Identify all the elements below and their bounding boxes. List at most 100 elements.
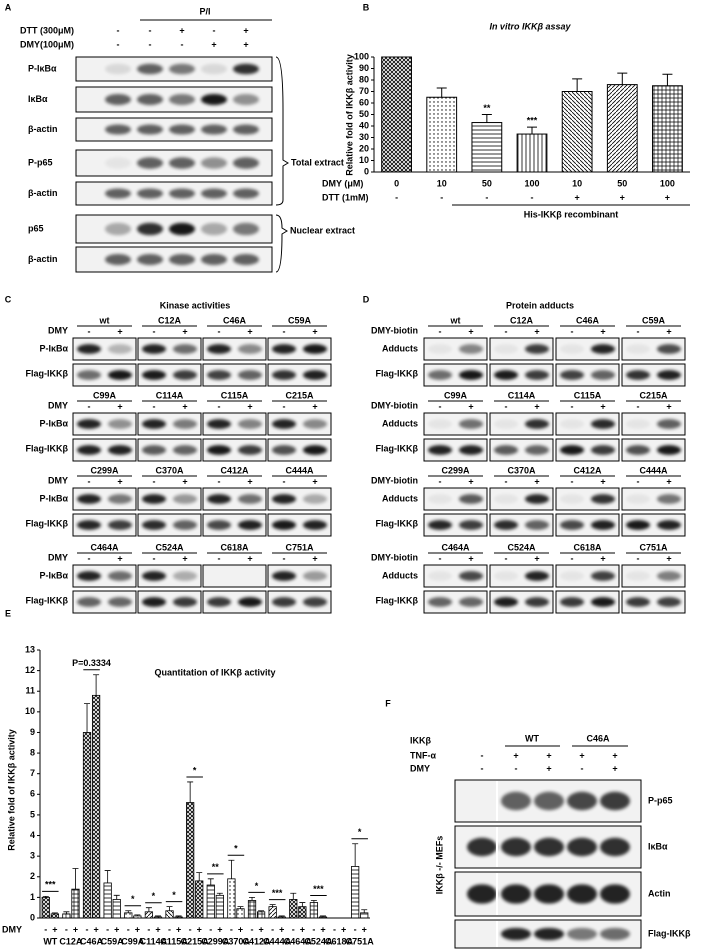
y-tick-label: 13 <box>25 644 35 654</box>
blot-band <box>207 494 231 504</box>
treatment-sign: - <box>88 326 91 336</box>
blot-band <box>494 419 518 429</box>
blot-band <box>657 571 681 581</box>
treatment-sign: - <box>571 401 574 411</box>
mutant-label: C444A <box>285 465 314 475</box>
treatment-sign: - <box>481 750 484 760</box>
treatment-sign: + <box>279 924 284 934</box>
blot-band <box>303 370 327 380</box>
treatment-sign: - <box>439 326 442 336</box>
treatment-sign: + <box>612 750 617 760</box>
mutant-label: wt <box>450 315 461 325</box>
treatment-sign: - <box>571 476 574 486</box>
blot-band <box>108 597 132 607</box>
panel-title: Kinase activities <box>160 300 231 310</box>
treatment-sign: - <box>218 553 221 563</box>
blot-band <box>173 419 197 429</box>
blot <box>267 337 332 361</box>
blot <box>621 564 686 588</box>
blot-band <box>303 520 327 530</box>
blot <box>72 564 137 588</box>
bar <box>82 732 92 919</box>
treatment-sign: - <box>65 924 68 934</box>
blot-label: Flag-IKKβ <box>648 928 691 938</box>
panel-letter: E <box>5 608 11 618</box>
bar <box>227 878 236 919</box>
error-bar <box>113 894 120 900</box>
group-label: P/I <box>199 6 210 16</box>
treatment-sign: + <box>182 326 187 336</box>
bar <box>124 912 133 919</box>
blot-label: P-IκBα <box>39 570 68 580</box>
treatment-sign: - <box>153 401 156 411</box>
blot <box>489 337 554 361</box>
treatment-sign: + <box>468 326 473 336</box>
bar <box>103 882 112 919</box>
bar <box>174 916 183 919</box>
error-bar <box>187 781 194 803</box>
bar <box>426 96 458 173</box>
treatment-label: DMY-biotin <box>371 475 418 485</box>
treatment-sign: + <box>534 553 539 563</box>
blot-band <box>105 63 131 75</box>
mutant-label: C114A <box>508 390 536 400</box>
blot-label: β-actin <box>28 188 58 198</box>
x-tick-label: C464A <box>284 936 313 946</box>
bar <box>236 908 245 919</box>
blot-band <box>626 597 650 607</box>
significance-label: * <box>234 844 238 854</box>
blot-band <box>272 494 296 504</box>
blot-band <box>459 597 483 607</box>
mutant-label: C99A <box>444 390 468 400</box>
treatment-sign: - <box>333 924 336 934</box>
treatment-sign: + <box>182 553 187 563</box>
error-bar <box>310 900 317 903</box>
blot-band <box>272 445 296 455</box>
bar <box>215 894 224 919</box>
bar <box>41 896 50 919</box>
error-bar <box>42 895 49 898</box>
treatment-sign: + <box>117 476 122 486</box>
blot-band <box>459 445 483 455</box>
treatment-sign: - <box>189 924 192 934</box>
x-tick-label: C412A <box>243 936 272 946</box>
bar <box>186 802 195 919</box>
blot-band <box>169 63 195 75</box>
blot-band <box>272 571 296 581</box>
blot-label: IκBα <box>648 841 668 851</box>
blot-band <box>207 597 231 607</box>
treatment-sign: + <box>182 401 187 411</box>
y-tick-label: 3 <box>30 851 35 861</box>
significance-label: *** <box>527 116 538 126</box>
treatment-sign: - <box>571 326 574 336</box>
treatment-sign: + <box>666 401 671 411</box>
treatment-sign: - <box>88 401 91 411</box>
blot-band <box>560 520 584 530</box>
panel-title: Protein adducts <box>506 300 574 310</box>
treatment-label: DMY(100μM) <box>20 39 74 49</box>
mutant-label: C215A <box>285 390 314 400</box>
treatment-sign: + <box>666 553 671 563</box>
treatment-sign: + <box>179 25 184 35</box>
blot-band <box>501 837 531 857</box>
treatment-sign: + <box>312 326 317 336</box>
bar <box>309 902 319 919</box>
blot-label: β-actin <box>28 254 58 264</box>
blot-band <box>201 254 227 265</box>
mutant-label: C444A <box>639 465 668 475</box>
blot <box>137 513 202 537</box>
blot-band <box>137 63 163 75</box>
treatment-sign: - <box>213 25 216 35</box>
treatment-sign: - <box>571 553 574 563</box>
blot-band <box>142 520 166 530</box>
significance-label: * <box>131 894 135 904</box>
blot-label: Flag-IKKβ <box>376 518 419 528</box>
error-bar <box>436 87 447 98</box>
blot-band <box>233 254 259 265</box>
error-bar <box>361 909 368 913</box>
blot <box>267 412 332 436</box>
bar <box>144 911 154 919</box>
blot-band <box>173 494 197 504</box>
blot-band <box>173 571 197 581</box>
treatment-sign: + <box>600 401 605 411</box>
